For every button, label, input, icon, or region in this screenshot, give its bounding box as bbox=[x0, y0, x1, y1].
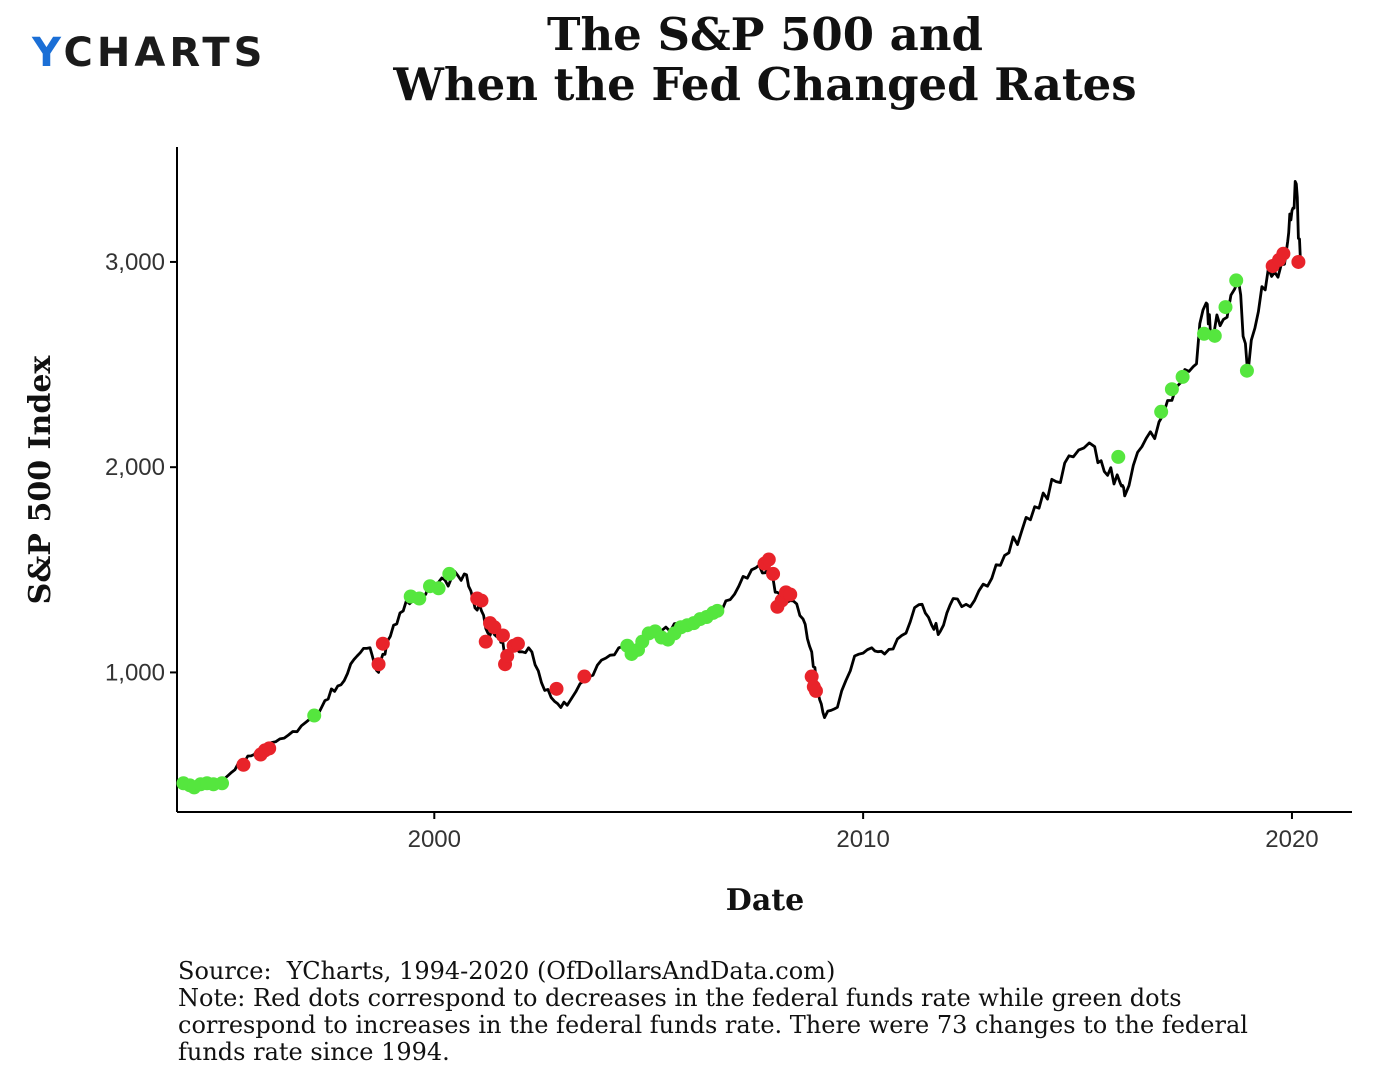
rate-decrease-dot bbox=[577, 669, 592, 684]
rate-increase-dot bbox=[1239, 363, 1254, 378]
rate-increase-dot bbox=[1207, 328, 1222, 343]
rate-decrease-dot bbox=[761, 552, 776, 567]
ycharts-logo: YCHARTS bbox=[32, 30, 266, 76]
rate-decrease-dot bbox=[783, 587, 798, 602]
y-tick-label: 1,000 bbox=[105, 659, 165, 686]
chart-plot: 1,000 2,000 3,000 2000 2010 2020 Date S&P 50… bbox=[23, 147, 1352, 918]
title-line-1: The S&P 500 and bbox=[546, 8, 984, 61]
rate-increase-dot bbox=[710, 603, 725, 618]
rate-decrease-dot bbox=[808, 683, 823, 698]
title-line-2: When the Fed Changed Rates bbox=[393, 58, 1137, 111]
rate-decrease-dot bbox=[262, 741, 277, 756]
logo-y: Y bbox=[32, 30, 64, 76]
rate-decrease-dot bbox=[375, 636, 390, 651]
rate-increase-dot bbox=[1154, 404, 1169, 419]
rate-increase-dot bbox=[1197, 326, 1212, 341]
rate-decrease-dot bbox=[510, 636, 525, 651]
chart-footer: Source: YCharts, 1994-2020 (OfDollarsAnd… bbox=[178, 958, 1298, 1066]
rate-decrease-dot bbox=[549, 681, 564, 696]
rate-decrease-dot bbox=[1291, 254, 1306, 269]
rate-decrease-dot bbox=[500, 649, 515, 664]
rate-increase-dot bbox=[1175, 369, 1190, 384]
x-axis-label: Date bbox=[726, 883, 804, 918]
rate-increase-dot bbox=[431, 581, 446, 596]
rate-change-dots bbox=[176, 246, 1306, 795]
y-ticks: 1,000 2,000 3,000 bbox=[105, 249, 177, 686]
chart-title: The S&P 500 and When the Fed Changed Rat… bbox=[330, 10, 1200, 110]
x-tick-label: 2000 bbox=[408, 826, 461, 853]
rate-decrease-dot bbox=[236, 757, 251, 772]
rate-increase-dot bbox=[1229, 273, 1244, 288]
rate-increase-dot bbox=[1111, 449, 1126, 464]
x-tick-label: 2010 bbox=[836, 826, 889, 853]
rate-increase-dot bbox=[1164, 382, 1179, 397]
footer-source: Source: YCharts, 1994-2020 (OfDollarsAnd… bbox=[178, 957, 836, 985]
sp500-line bbox=[189, 180, 1302, 788]
rate-decrease-dot bbox=[474, 593, 489, 608]
y-tick-label: 2,000 bbox=[105, 454, 165, 481]
rate-decrease-dot bbox=[371, 657, 386, 672]
y-axis-label: S&P 500 Index bbox=[23, 355, 58, 605]
rate-increase-dot bbox=[442, 566, 457, 581]
y-tick-label: 3,000 bbox=[105, 249, 165, 276]
rate-decrease-dot bbox=[1276, 246, 1291, 261]
rate-increase-dot bbox=[307, 708, 322, 723]
rate-decrease-dot bbox=[478, 634, 493, 649]
x-tick-label: 2020 bbox=[1265, 826, 1318, 853]
footer-note: Note: Red dots correspond to decreases i… bbox=[178, 984, 1256, 1066]
rate-increase-dot bbox=[215, 776, 230, 791]
rate-decrease-dot bbox=[766, 566, 781, 581]
rate-increase-dot bbox=[1218, 300, 1233, 315]
x-ticks: 2000 2010 2020 bbox=[408, 812, 1319, 853]
rate-decrease-dot bbox=[495, 628, 510, 643]
logo-text: CHARTS bbox=[63, 30, 267, 76]
rate-increase-dot bbox=[412, 591, 427, 606]
